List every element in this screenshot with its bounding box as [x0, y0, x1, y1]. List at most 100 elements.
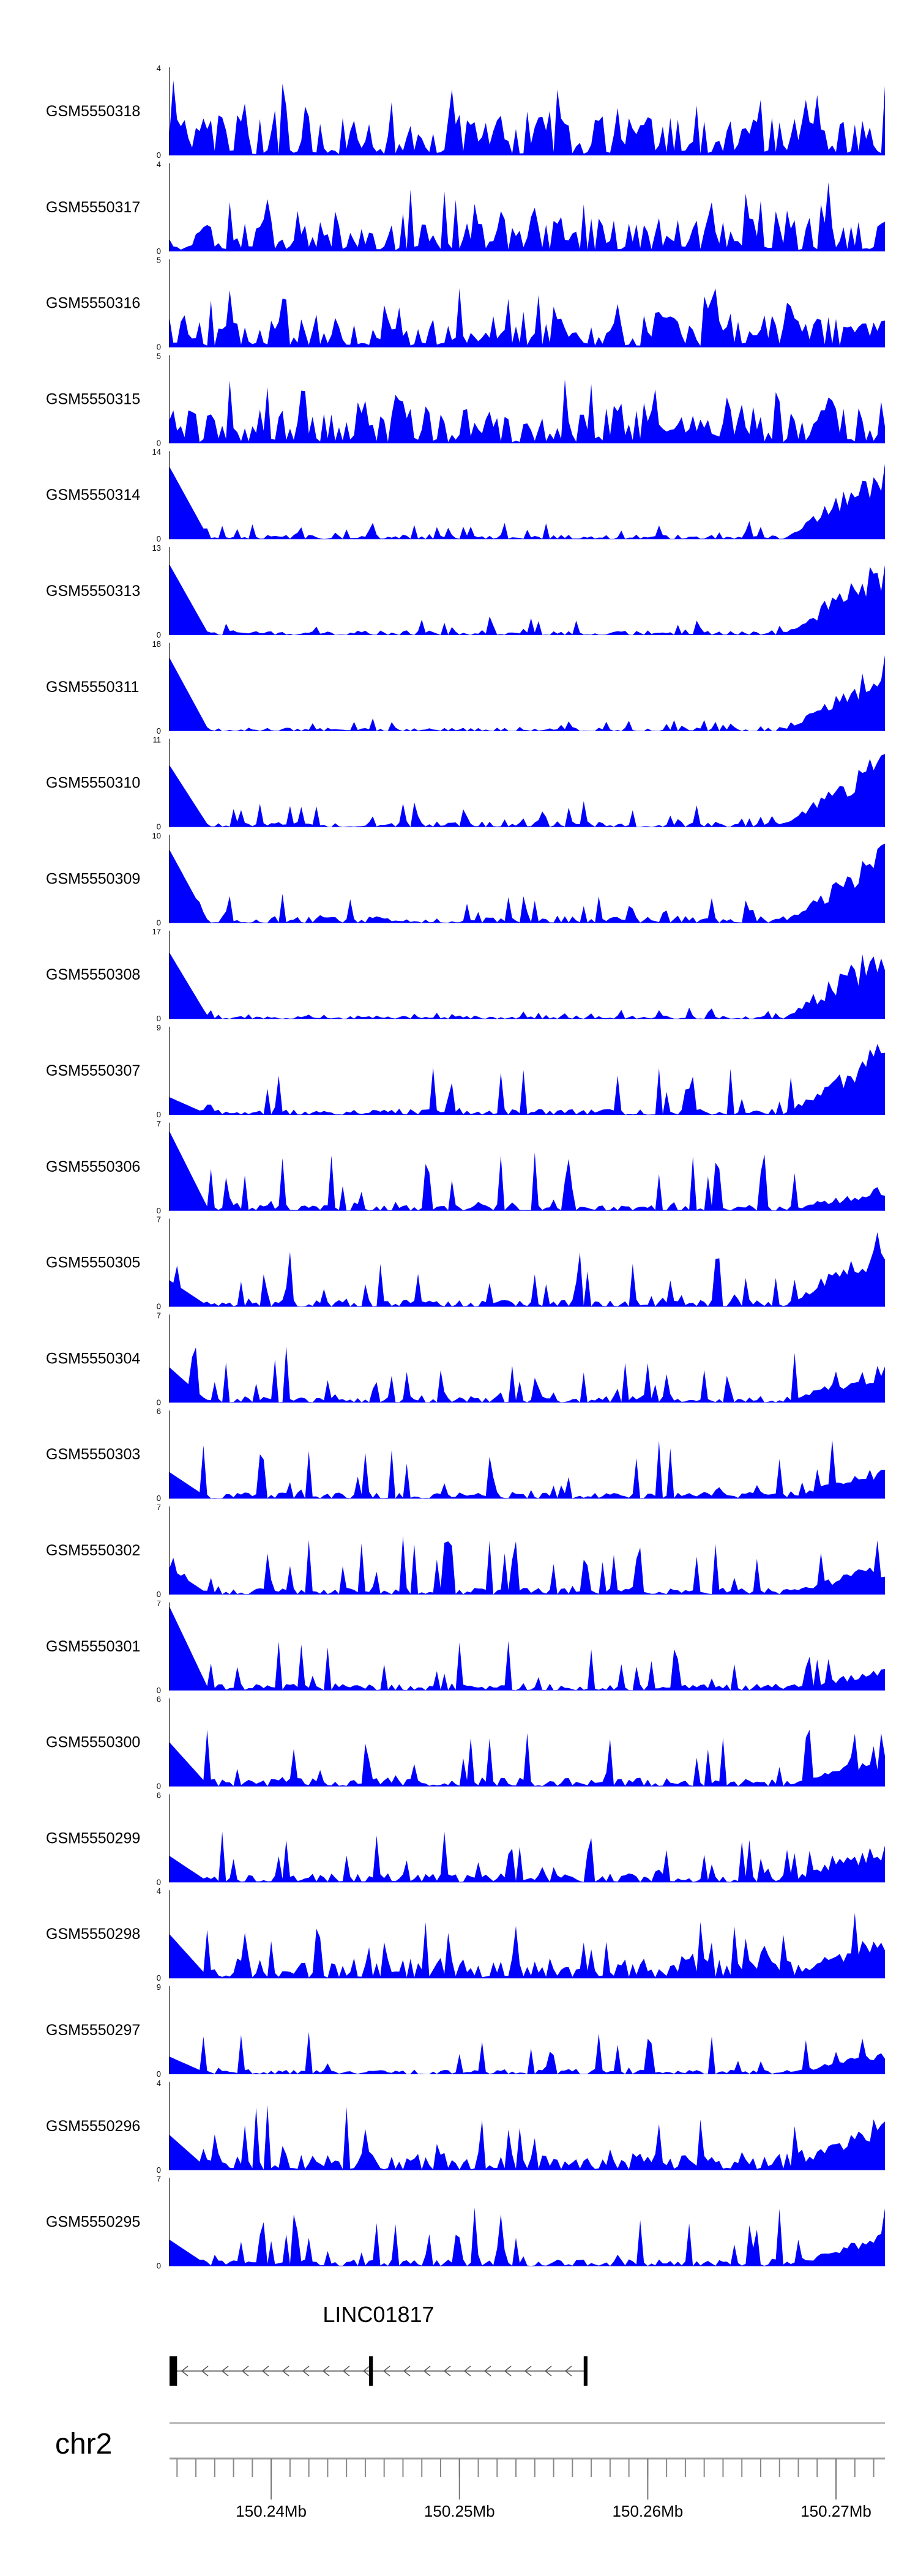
coverage-area	[170, 655, 885, 731]
gene-name-label: LINC01817	[323, 2302, 434, 2327]
track-label: GSM5550316	[46, 295, 140, 312]
track-ymin-label: 0	[157, 918, 161, 927]
coverage-area	[170, 80, 885, 155]
coverage-area	[170, 564, 885, 635]
track-ymax-label: 9	[157, 1982, 161, 1992]
strand-arrow	[443, 2366, 451, 2377]
strand-arrow	[201, 2366, 209, 2377]
coverage-area	[170, 2031, 885, 2074]
coverage-area	[170, 1044, 885, 1115]
track-ymin-label: 0	[157, 2165, 161, 2175]
track-label: GSM5550315	[46, 390, 140, 408]
track-ymin-label: 0	[157, 1494, 161, 1503]
coverage-track: GSM5550302 7 0	[46, 1503, 885, 1599]
track-ymax-label: 6	[157, 1790, 161, 1800]
track-ymin-label: 0	[157, 1110, 161, 1119]
coverage-area	[170, 2208, 885, 2266]
coverage-track: GSM5550300 6 0	[46, 1695, 885, 1791]
track-ymin-label: 0	[157, 1014, 161, 1023]
track-label: GSM5550301	[46, 1638, 140, 1655]
track-label: GSM5550318	[46, 103, 140, 120]
coverage-track: GSM5550297 9 0	[46, 1982, 885, 2079]
track-ymax-label: 18	[152, 639, 161, 649]
track-ymax-label: 13	[152, 543, 161, 553]
track-ymin-label: 0	[157, 534, 161, 543]
coverage-track: GSM5550296 4 0	[46, 2079, 885, 2175]
chromosome-label: chr2	[55, 2428, 112, 2460]
track-label: GSM5550314	[46, 486, 140, 504]
strand-arrow	[524, 2366, 532, 2377]
track-ymax-label: 4	[157, 64, 161, 73]
strand-arrow	[181, 2366, 188, 2377]
track-label: GSM5550299	[46, 1830, 140, 1847]
strand-arrow	[403, 2366, 411, 2377]
strand-arrow	[564, 2366, 572, 2377]
coverage-area	[170, 1729, 885, 1787]
coverage-track: GSM5550308 17 0	[46, 927, 885, 1023]
coverage-track: GSM5550301 7 0	[46, 1599, 885, 1695]
coverage-track: GSM5550310 11 0	[46, 735, 885, 832]
genome-axis-track: chr2 150.24Mb 150.25Mb 150.26Mb 150.27Mb	[55, 2422, 885, 2520]
track-ymin-label: 0	[157, 822, 161, 832]
coverage-track: GSM5550316 5 0	[46, 256, 885, 352]
strand-arrow	[463, 2366, 471, 2377]
coverage-area	[170, 2105, 885, 2170]
coverage-track: GSM5550306 7 0	[46, 1119, 885, 1215]
strand-arrow	[483, 2366, 491, 2377]
gene-annotation-track: LINC01817	[170, 2302, 588, 2386]
coverage-track: GSM5550318 4 0	[46, 64, 885, 160]
track-ymin-label: 0	[157, 1973, 161, 1982]
coverage-area	[170, 1913, 885, 1979]
strand-arrow	[221, 2366, 229, 2377]
strand-arrow	[282, 2366, 289, 2377]
track-ymax-label: 7	[157, 1311, 161, 1320]
strand-arrow	[241, 2366, 249, 2377]
axis-tick-label: 150.27Mb	[800, 2502, 871, 2520]
track-label: GSM5550310	[46, 775, 140, 792]
strand-arrow	[261, 2366, 269, 2377]
track-ymax-label: 4	[157, 2079, 161, 2088]
track-ymin-label: 0	[157, 726, 161, 735]
coverage-track: GSM5550313 13 0	[46, 543, 885, 639]
track-ymax-label: 7	[157, 1599, 161, 1608]
track-ymin-label: 0	[157, 630, 161, 639]
track-ymax-label: 9	[157, 1023, 161, 1032]
track-ymin-label: 0	[157, 343, 161, 352]
gene-exon	[583, 2356, 588, 2386]
track-label: GSM5550298	[46, 1926, 140, 1943]
strand-arrow	[504, 2366, 512, 2377]
track-label: GSM5550313	[46, 583, 140, 600]
track-ymin-label: 0	[157, 1877, 161, 1886]
coverage-area	[170, 1131, 885, 1211]
track-ymax-label: 11	[153, 735, 162, 745]
track-label: GSM5550303	[46, 1446, 140, 1463]
track-ymin-label: 0	[157, 151, 161, 160]
strand-arrow	[423, 2366, 431, 2377]
track-ymax-label: 7	[157, 2175, 161, 2184]
coverage-area	[170, 953, 885, 1019]
track-label: GSM5550300	[46, 1734, 140, 1751]
strand-arrow	[362, 2366, 370, 2377]
track-ymax-label: 6	[157, 1695, 161, 1704]
track-label: GSM5550295	[46, 2214, 140, 2231]
coverage-area	[170, 182, 885, 251]
track-ymin-label: 0	[157, 1398, 161, 1407]
coverage-area	[170, 1831, 885, 1883]
coverage-track: GSM5550298 4 0	[46, 1886, 885, 1982]
strand-arrow	[342, 2366, 350, 2377]
track-label: GSM5550317	[46, 199, 140, 216]
strand-arrow	[382, 2366, 390, 2377]
axis-tick-label: 150.24Mb	[236, 2502, 307, 2520]
axis-tick-label: 150.26Mb	[613, 2502, 684, 2520]
coverage-area	[170, 464, 885, 540]
track-ymax-label: 4	[157, 160, 161, 169]
track-ymin-label: 0	[157, 438, 161, 447]
coverage-track: GSM5550311 18 0	[46, 639, 885, 735]
coverage-track: GSM5550309 10 0	[46, 831, 885, 927]
gene-exon	[170, 2356, 177, 2386]
coverage-track: GSM5550295 7 0	[46, 2175, 885, 2271]
coverage-area	[170, 1440, 885, 1499]
track-ymin-label: 0	[157, 1782, 161, 1791]
coverage-area	[170, 1607, 885, 1691]
